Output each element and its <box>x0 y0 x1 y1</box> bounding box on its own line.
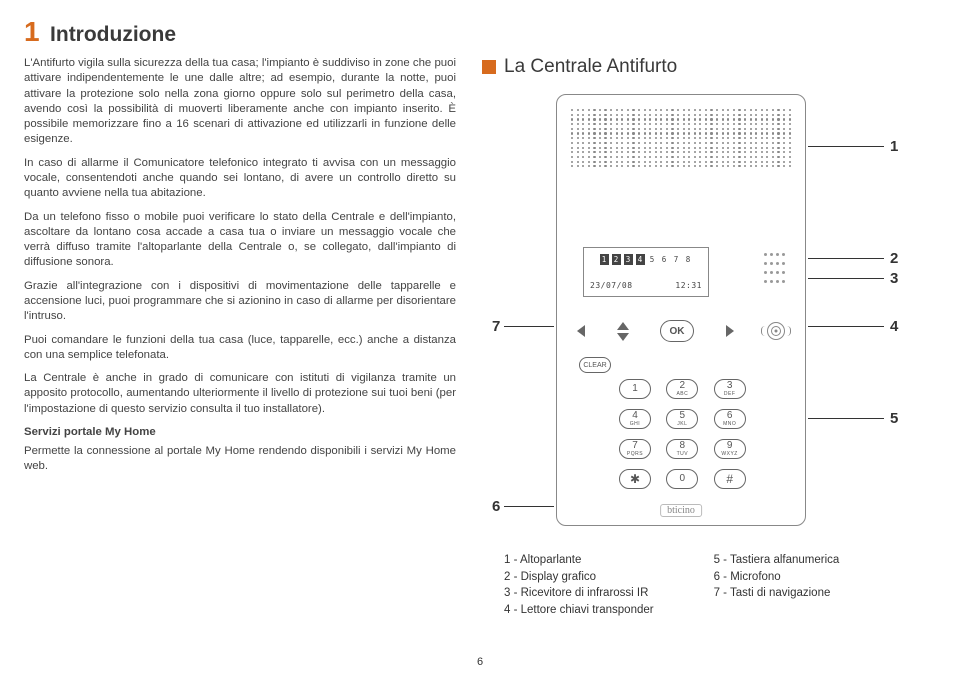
nav-up-icon[interactable] <box>617 322 629 330</box>
key-9[interactable]: 9WXYZ <box>714 439 746 459</box>
section-bullet-icon <box>482 60 496 74</box>
transponder-icon <box>765 320 787 342</box>
clear-button[interactable]: CLEAR <box>579 357 611 373</box>
paragraph: Grazie all'integrazione con i dispositiv… <box>24 279 456 325</box>
legend: 1 - Altoparlante2 - Display grafico3 - R… <box>504 552 936 619</box>
key-5[interactable]: 5JKL <box>666 409 698 429</box>
section-title: La Centrale Antifurto <box>504 56 677 78</box>
paragraph: La Centrale è anche in grado di comunica… <box>24 371 456 417</box>
key-8[interactable]: 8TUV <box>666 439 698 459</box>
nav-right-icon[interactable] <box>726 325 734 337</box>
chapter-header: 1 Introduzione <box>24 18 936 46</box>
key-#[interactable]: # <box>714 469 746 489</box>
keypad: 1 2ABC 3DEF 4GHI 5JKL 6MNO 7PQRS 8TUV 9WXYZ ✱ 0 # <box>619 379 749 489</box>
legend-left: 1 - Altoparlante2 - Display grafico3 - R… <box>504 552 654 619</box>
figure-column: La Centrale Antifurto 12345678 23/07/08 … <box>474 56 936 619</box>
lcd-time: 12:31 <box>675 281 702 290</box>
status-leds <box>764 253 785 283</box>
key-0[interactable]: 0 <box>666 469 698 489</box>
body-column: L'Antifurto vigila sulla sicurezza della… <box>24 56 456 619</box>
lcd-display: 12345678 23/07/08 12:31 <box>583 247 709 297</box>
key-1[interactable]: 1 <box>619 379 651 399</box>
device-outline: 12345678 23/07/08 12:31 <box>556 94 806 526</box>
callout-6: 6 <box>492 498 500 515</box>
subheading: Servizi portale My Home <box>24 425 456 440</box>
paragraph: Puoi comandare le funzioni della tua cas… <box>24 333 456 364</box>
key-2[interactable]: 2ABC <box>666 379 698 399</box>
chapter-title: Introduzione <box>50 24 176 45</box>
callout-2: 2 <box>890 250 898 267</box>
paragraph: Da un telefono fisso o mobile puoi verif… <box>24 210 456 271</box>
key-✱[interactable]: ✱ <box>619 469 651 489</box>
speaker-grille <box>571 109 791 183</box>
paragraph: In caso di allarme il Comunicatore telef… <box>24 156 456 202</box>
legend-right: 5 - Tastiera alfanumerica6 - Microfono7 … <box>714 552 840 619</box>
navigation-row: OK <box>577 309 787 353</box>
callout-5: 5 <box>890 410 898 427</box>
callout-1: 1 <box>890 138 898 155</box>
chapter-number: 1 <box>24 18 40 46</box>
callout-3: 3 <box>890 270 898 287</box>
nav-left-icon[interactable] <box>577 325 585 337</box>
paragraph: L'Antifurto vigila sulla sicurezza della… <box>24 56 456 148</box>
device-figure: 12345678 23/07/08 12:31 <box>492 88 912 548</box>
paragraph: Permette la connessione al portale My Ho… <box>24 444 456 475</box>
callout-7: 7 <box>492 318 500 335</box>
key-3[interactable]: 3DEF <box>714 379 746 399</box>
ok-button[interactable]: OK <box>660 320 694 342</box>
key-6[interactable]: 6MNO <box>714 409 746 429</box>
brand-logo: bticino <box>660 504 702 517</box>
lcd-date: 23/07/08 <box>590 281 633 290</box>
key-4[interactable]: 4GHI <box>619 409 651 429</box>
page-number: 6 <box>477 656 483 668</box>
key-7[interactable]: 7PQRS <box>619 439 651 459</box>
lcd-zone-row: 12345678 <box>590 254 702 265</box>
nav-down-icon[interactable] <box>617 333 629 341</box>
callout-4: 4 <box>890 318 898 335</box>
